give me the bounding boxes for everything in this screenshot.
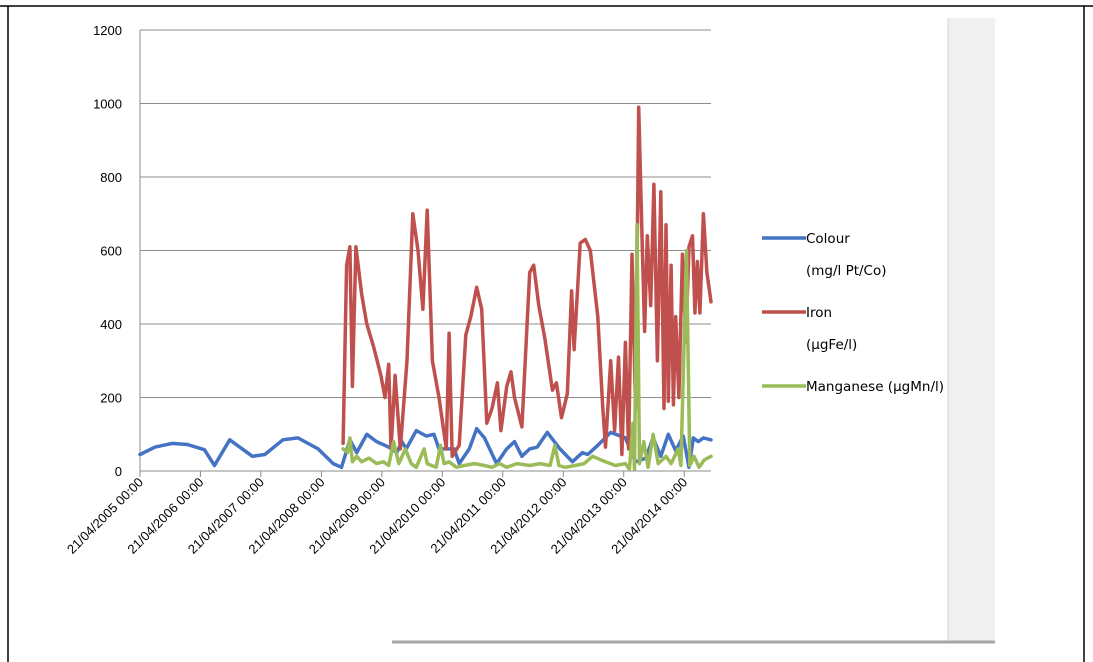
y-tick-label: 200 — [100, 391, 122, 406]
legend: Colour (mg/l Pt/Co) Iron (µgFe/l) Manganese … — [762, 231, 944, 395]
y-tick-label: 0 — [115, 464, 122, 479]
y-tick-label: 600 — [100, 244, 122, 259]
series-lines — [138, 105, 713, 471]
axes — [139, 30, 711, 472]
gridlines — [140, 29, 711, 398]
legend-label: (µgFe/l) — [806, 337, 857, 353]
legend-label: Manganese (µgMn/l) — [806, 379, 944, 395]
legend-label: (mg/l Pt/Co) — [806, 263, 887, 279]
legend-label: Iron — [806, 305, 832, 321]
y-tick-label: 800 — [100, 170, 122, 185]
series-line — [341, 223, 713, 471]
legend-label: Colour — [806, 231, 850, 247]
y-tick-label: 1200 — [93, 23, 122, 38]
y-axis-ticks: 0 200 400 600 800 1000 1200 — [93, 23, 122, 479]
y-tick-label: 1000 — [93, 97, 122, 112]
y-tick-label: 400 — [100, 317, 122, 332]
side-pane — [948, 18, 995, 642]
series-line — [341, 105, 713, 459]
